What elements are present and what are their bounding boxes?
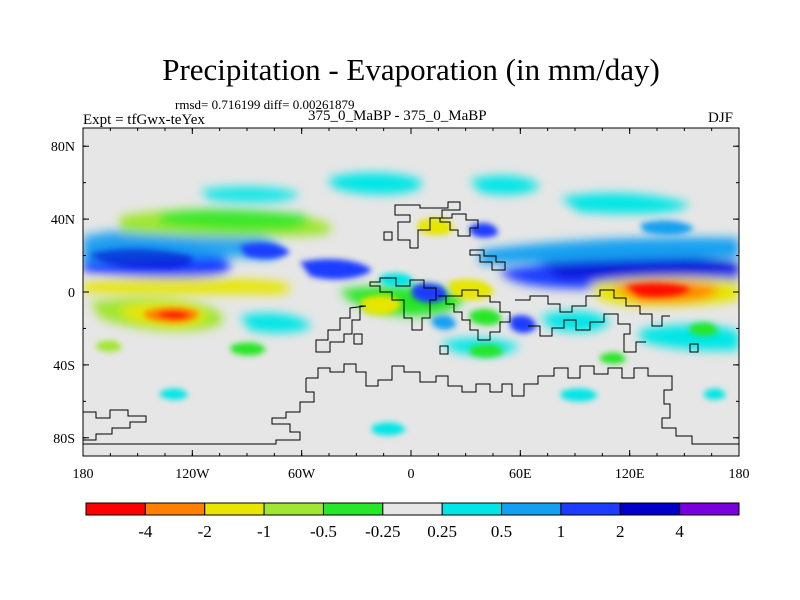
stats-line: rmsd= 0.716199 diff= 0.00261879: [175, 97, 355, 112]
experiment-label: Expt = tfGwx-teYex: [83, 112, 205, 128]
x-tick-label: 180: [73, 467, 94, 482]
colorbar-label: -2: [198, 522, 212, 541]
field-area: [470, 175, 540, 195]
field-area: [160, 388, 188, 400]
continent-outline: [661, 375, 739, 445]
field-area: [480, 237, 739, 264]
continent-outline: [369, 277, 437, 331]
y-tick-label: 40N: [51, 213, 75, 228]
colorbar-swatch: [263, 502, 324, 516]
colorbar-swatch: [144, 502, 206, 516]
colorbar-label: -0.5: [310, 522, 337, 541]
x-tick-label: 60W: [288, 467, 316, 482]
field-area: [160, 209, 309, 231]
colorbar-label: 2: [616, 522, 625, 541]
colorbar-label: -1: [257, 522, 271, 541]
y-tick-label: 80S: [53, 432, 75, 447]
field-area: [230, 342, 266, 356]
continent-outline: [439, 345, 449, 355]
continent-outline: [439, 213, 479, 237]
x-tick-label: 120W: [175, 467, 210, 482]
field-area: [200, 186, 300, 203]
y-tick-labels: 80N 40N 0 40S 80S: [51, 140, 75, 447]
field-area: [240, 243, 290, 259]
colorbar-swatch: [619, 502, 681, 516]
y-tick-label: 40S: [53, 359, 75, 374]
colorbar-label: -4: [138, 522, 153, 541]
x-tick-label: 0: [408, 467, 415, 482]
field-area: [240, 313, 312, 333]
field-area: [704, 388, 726, 400]
field-area: [372, 422, 406, 436]
land-outlines: [83, 201, 739, 445]
colorbar-swatch: [560, 502, 621, 516]
continent-outline: [438, 289, 511, 341]
continent-outline: [353, 333, 363, 345]
colorbar-swatch: [441, 502, 503, 516]
field-area: [510, 315, 536, 334]
field-area: [432, 315, 456, 330]
y-tick-label: 80N: [51, 140, 75, 155]
colorbar-label: 0.25: [427, 522, 457, 541]
field-area: [380, 273, 414, 288]
colorbar-labels: -4 -2 -1 -0.5 -0.25 0.25 0.5 1 2 4: [138, 522, 684, 541]
field-area: [690, 322, 718, 336]
x-tick-labels: 180 120W 60W 0 60E 120E 180: [73, 467, 750, 482]
continent-outline: [83, 378, 315, 445]
continent-outline: [83, 409, 147, 441]
continent-outline: [515, 289, 670, 327]
field-area: [625, 283, 690, 297]
colorbar-label: 1: [557, 522, 566, 541]
field-area: [470, 223, 498, 238]
colorbar-swatch: [679, 502, 740, 516]
field-area: [640, 220, 694, 236]
field-area: [560, 193, 690, 214]
x-tick-label: 60E: [509, 467, 532, 482]
continent-outline: [315, 305, 367, 353]
continent-outline: [306, 363, 662, 397]
field-shading: [83, 172, 739, 445]
field-area: [470, 344, 504, 358]
field-area: [412, 283, 448, 303]
continent-outline: [528, 313, 646, 353]
colorbar-swatch: [501, 502, 562, 516]
chart-title: Precipitation - Evaporation (in mm/day): [162, 52, 660, 87]
continent-outline: [689, 343, 699, 353]
x-tick-label: 120E: [615, 467, 645, 482]
field-area: [83, 277, 291, 295]
colorbar-label: 0.5: [491, 522, 512, 541]
field-area: [329, 172, 422, 195]
field-area: [300, 259, 372, 280]
season-label: DJF: [708, 110, 734, 126]
field-area: [600, 352, 626, 364]
colorbar-swatch: [382, 502, 443, 516]
colorbar-swatch: [204, 502, 265, 516]
field-area: [90, 248, 193, 269]
difference-label: 375_0_MaBP - 375_0_MaBP: [308, 108, 487, 124]
field-area: [560, 388, 598, 402]
colorbar-label: 4: [675, 522, 684, 541]
field-area: [96, 340, 122, 352]
x-tick-label: 180: [729, 467, 750, 482]
field-area: [470, 309, 502, 326]
y-tick-label: 0: [68, 286, 75, 301]
colorbar-label: -0.25: [365, 522, 400, 541]
continent-outline: [469, 249, 506, 271]
field-area: [540, 256, 739, 279]
field-area: [157, 310, 190, 320]
colorbar-swatch: [85, 502, 146, 516]
continent-outline: [383, 231, 393, 241]
field-area: [540, 311, 610, 332]
colorbar-swatch: [322, 502, 384, 516]
colorbar: [85, 502, 740, 516]
tick-marks: [82, 128, 740, 456]
continent-outline: [394, 201, 461, 249]
